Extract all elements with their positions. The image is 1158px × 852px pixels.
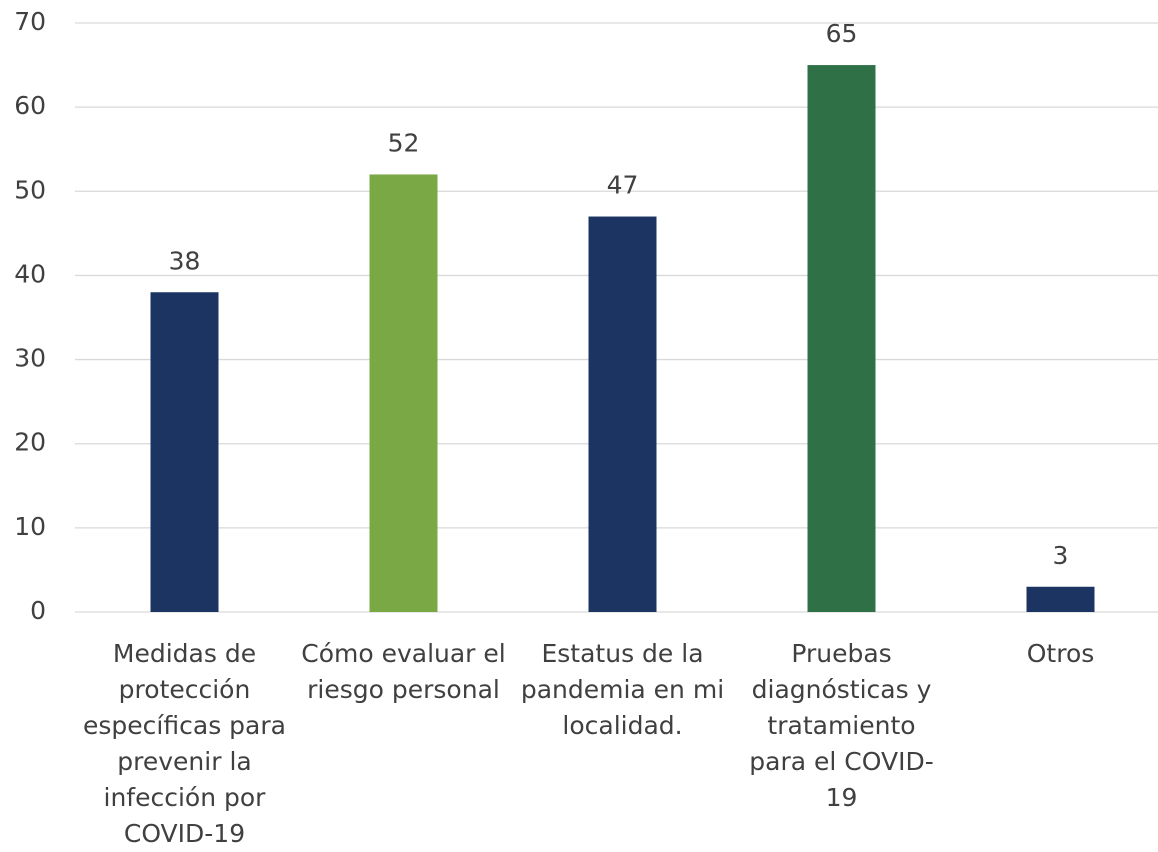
y-tick-label: 10 <box>14 512 46 541</box>
bar <box>589 217 657 612</box>
y-tick-label: 20 <box>14 428 46 457</box>
y-tick-label: 50 <box>14 175 46 204</box>
x-tick-label: Pruebas diagnósticas y tratamiento para … <box>736 636 948 816</box>
y-tick-label: 30 <box>14 344 46 373</box>
y-tick-label: 70 <box>14 7 46 36</box>
data-label: 3 <box>1053 541 1069 570</box>
data-label: 47 <box>607 171 639 200</box>
data-label: 38 <box>169 246 201 275</box>
bar <box>1027 587 1095 612</box>
y-tick-label: 60 <box>14 91 46 120</box>
data-label: 65 <box>826 19 858 48</box>
bar <box>808 65 876 612</box>
x-tick-label: Otros <box>955 636 1158 672</box>
y-tick-label: 0 <box>30 596 46 625</box>
bar <box>151 292 219 612</box>
x-tick-label: Medidas de protección específicas para p… <box>79 636 291 852</box>
x-tick-label: Cómo evaluar el riesgo personal <box>298 636 510 708</box>
y-tick-label: 40 <box>14 259 46 288</box>
x-tick-label: Estatus de la pandemia en mi localidad. <box>517 636 729 744</box>
bar <box>370 174 438 612</box>
data-label: 52 <box>388 128 420 157</box>
